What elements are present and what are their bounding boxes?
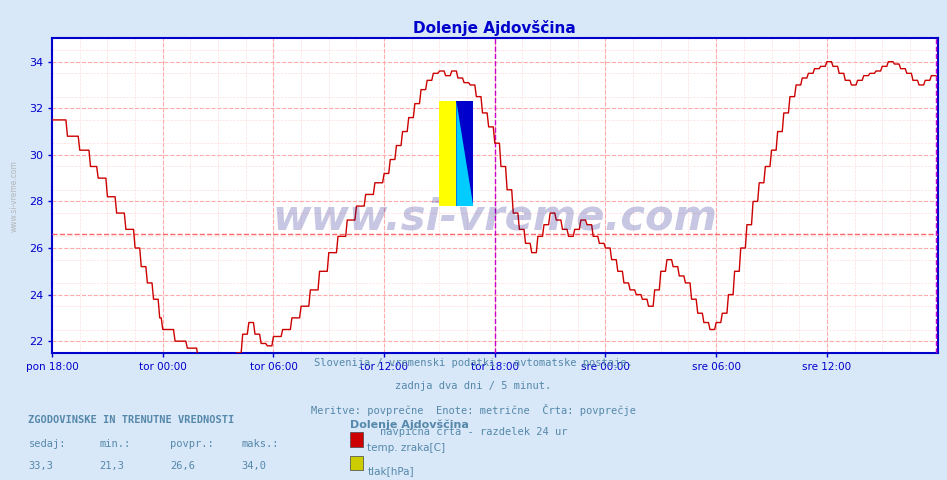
Text: ZGODOVINSKE IN TRENUTNE VREDNOSTI: ZGODOVINSKE IN TRENUTNE VREDNOSTI [28,415,235,425]
Text: 21,3: 21,3 [99,461,124,471]
Polygon shape [456,101,474,206]
Text: maks.:: maks.: [241,439,279,449]
Bar [456,101,474,206]
Text: 34,0: 34,0 [241,461,266,471]
Bar [439,101,456,206]
Text: 33,3: 33,3 [28,461,53,471]
Text: min.:: min.: [99,439,131,449]
Text: navpična črta - razdelek 24 ur: navpična črta - razdelek 24 ur [380,427,567,437]
Text: Meritve: povprečne  Enote: metrične  Črta: povprečje: Meritve: povprečne Enote: metrične Črta:… [311,404,636,416]
Text: www.si-vreme.com: www.si-vreme.com [273,197,717,239]
Text: zadnja dva dni / 5 minut.: zadnja dva dni / 5 minut. [396,381,551,391]
Text: povpr.:: povpr.: [170,439,214,449]
Text: Dolenje Ajdovščina: Dolenje Ajdovščina [350,420,470,431]
Text: Slovenija / vremenski podatki - avtomatske postaje.: Slovenija / vremenski podatki - avtomats… [314,358,633,368]
Text: www.si-vreme.com: www.si-vreme.com [9,160,19,231]
Text: sedaj:: sedaj: [28,439,66,449]
Text: tlak[hPa]: tlak[hPa] [367,466,414,476]
Title: Dolenje Ajdovščina: Dolenje Ajdovščina [414,20,576,36]
Text: 26,6: 26,6 [170,461,195,471]
Text: temp. zraka[C]: temp. zraka[C] [367,443,445,453]
